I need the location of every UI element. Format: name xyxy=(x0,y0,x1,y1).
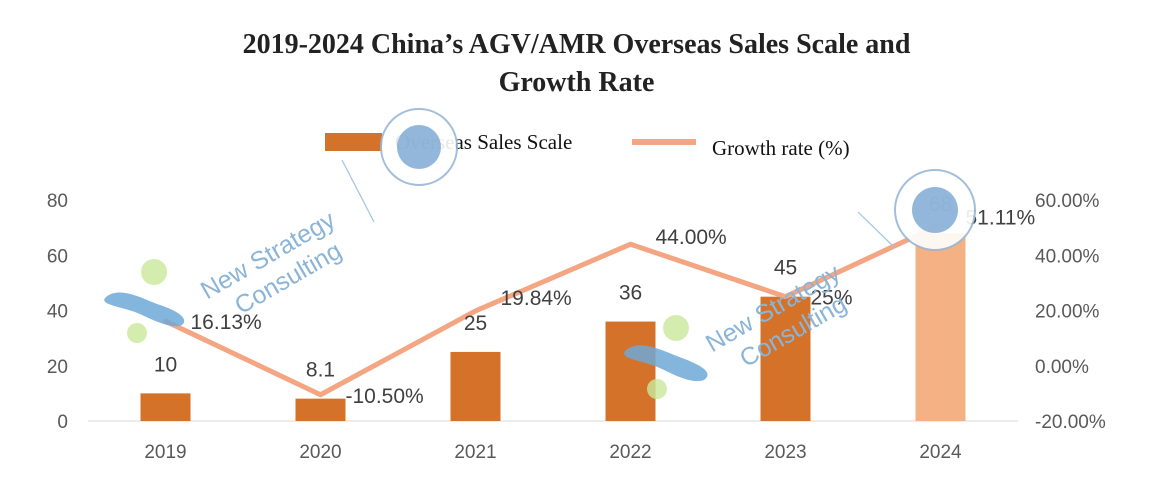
x-tick-label: 2024 xyxy=(919,442,962,463)
bar-value-label: 8.1 xyxy=(306,359,335,382)
bar xyxy=(295,398,346,421)
growth-rate-label: 44.00% xyxy=(656,226,727,249)
y-left-tick-label: 40 xyxy=(47,302,68,323)
bar-value-label: 36 xyxy=(619,282,642,305)
bar xyxy=(450,351,501,421)
y-right-tick-label: 0.00% xyxy=(1035,357,1089,378)
growth-rate-label: -10.50% xyxy=(346,385,424,408)
y-right-tick-label: 60.00% xyxy=(1035,191,1100,212)
y-left-tick-label: 60 xyxy=(47,246,68,267)
y-left-tick-label: 20 xyxy=(47,357,68,378)
bar-value-label: 25 xyxy=(464,312,487,335)
x-tick-label: 2022 xyxy=(609,442,651,463)
line-series xyxy=(163,222,943,398)
bar-value-label: 10 xyxy=(154,353,177,376)
growth-rate-label: 25% xyxy=(811,287,853,310)
alliance-badge-icon-right xyxy=(894,169,976,251)
watermark-logo-left xyxy=(104,259,185,343)
legend-label-line: Growth rate (%) xyxy=(712,136,850,160)
growth-rate-line xyxy=(163,222,943,398)
y-right-tick-label: 20.00% xyxy=(1035,302,1100,323)
axes: 0 20 40 60 80 -20.00% 0.00% 20.00% 40.00% 60.00% 2… xyxy=(47,191,1106,463)
bar-value-label: 45 xyxy=(774,257,797,280)
y-left-tick-label: 0 xyxy=(57,412,68,433)
watermark-logo-right xyxy=(624,315,708,399)
chart-title-line-1: 2019-2024 China’s AGV/AMR Overseas Sales… xyxy=(242,29,911,60)
y-left-tick-label: 80 xyxy=(47,191,68,212)
chart-title: 2019-2024 China’s AGV/AMR Overseas Sales… xyxy=(0,26,1153,102)
y-right-tick-label: -20.00% xyxy=(1035,412,1106,433)
x-tick-label: 2020 xyxy=(299,442,341,463)
growth-rate-label: 51.11% xyxy=(966,207,1036,230)
bar xyxy=(140,393,191,421)
bar xyxy=(915,233,966,421)
growth-rate-label: 19.84% xyxy=(501,287,572,310)
y-right-tick-label: 40.00% xyxy=(1035,246,1100,267)
x-tick-label: 2023 xyxy=(764,442,806,463)
watermark-diagonal-line-right xyxy=(857,211,896,249)
chart-title-line-2: Growth Rate xyxy=(498,67,655,98)
legend-swatch-bar xyxy=(325,133,382,151)
data-labels: 108.12536456816.13%-10.50%19.84%44.00%25… xyxy=(154,193,1035,408)
bar xyxy=(605,321,656,421)
bar xyxy=(760,296,811,421)
watermark-diagonal-line xyxy=(341,159,375,223)
alliance-badge-icon xyxy=(380,108,458,186)
x-tick-label: 2019 xyxy=(144,442,186,463)
x-tick-label: 2021 xyxy=(454,442,496,463)
growth-rate-label: 16.13% xyxy=(191,311,262,334)
bar-series xyxy=(140,233,966,421)
